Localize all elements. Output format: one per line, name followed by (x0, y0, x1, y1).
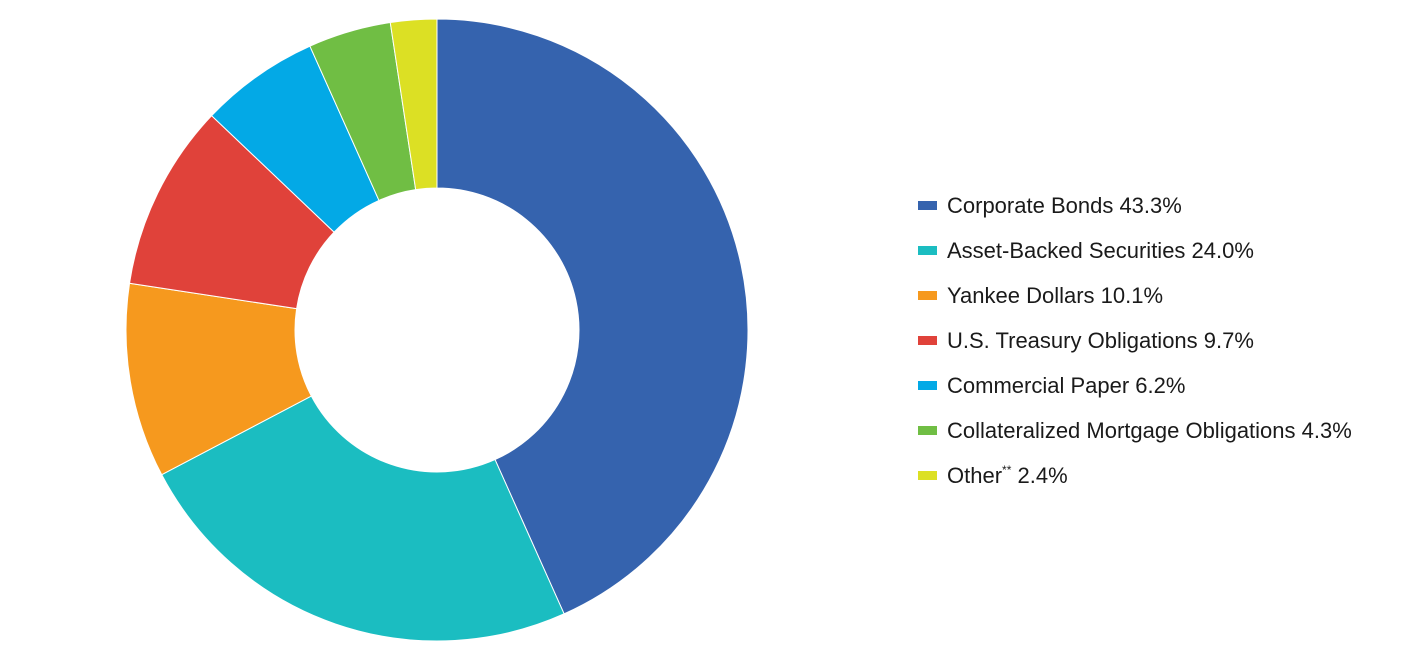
legend-swatch (918, 336, 937, 345)
legend-value: 2.4% (1011, 462, 1068, 488)
legend-category: U.S. Treasury Obligations (947, 327, 1198, 353)
legend-category: Asset-Backed Securities (947, 237, 1186, 263)
legend-item-u-s-treasury-obligations: U.S. Treasury Obligations 9.7% (918, 318, 1352, 363)
legend-swatch (918, 246, 937, 255)
legend-value: 10.1% (1094, 282, 1164, 308)
legend-swatch (918, 426, 937, 435)
legend-label: Collateralized Mortgage Obligations 4.3% (947, 417, 1352, 443)
slice-asset-backed-securities (161, 395, 565, 642)
legend-swatch (918, 291, 937, 300)
legend-label: U.S. Treasury Obligations 9.7% (947, 327, 1254, 353)
legend-value: 4.3% (1295, 417, 1352, 443)
footnote-mark: ** (1002, 462, 1012, 477)
legend-item-asset-backed-securities: Asset-Backed Securities 24.0% (918, 228, 1352, 273)
donut-slices (125, 18, 749, 642)
legend-category: Corporate Bonds (947, 192, 1114, 218)
legend-value: 6.2% (1129, 372, 1186, 398)
chart-legend: Corporate Bonds 43.3% Asset-Backed Securi… (918, 183, 1352, 498)
legend-item-yankee-dollars: Yankee Dollars 10.1% (918, 273, 1352, 318)
legend-label: Commercial Paper 6.2% (947, 372, 1186, 398)
legend-category: Other (947, 462, 1003, 488)
legend-label: Corporate Bonds 43.3% (947, 192, 1182, 218)
legend-category: Collateralized Mortgage Obligations (947, 417, 1296, 443)
legend-value: 43.3% (1113, 192, 1182, 218)
legend-swatch (918, 471, 937, 480)
legend-value: 24.0% (1185, 237, 1254, 263)
legend-label: Yankee Dollars 10.1% (947, 282, 1164, 308)
legend-label: Asset-Backed Securities 24.0% (947, 237, 1254, 263)
donut-chart (125, 18, 749, 642)
legend-item-corporate-bonds: Corporate Bonds 43.3% (918, 183, 1352, 228)
legend-label: Other** 2.4% (947, 462, 1068, 488)
legend-item-collateralized-mortgage-obligations: Collateralized Mortgage Obligations 4.3% (918, 408, 1352, 453)
legend-item-commercial-paper: Commercial Paper 6.2% (918, 363, 1352, 408)
legend-item-other: Other** 2.4% (918, 453, 1352, 498)
slice-other (389, 18, 438, 191)
legend-swatch (918, 201, 937, 210)
legend-swatch (918, 381, 937, 390)
legend-category: Commercial Paper (947, 372, 1130, 398)
legend-value: 9.7% (1197, 327, 1254, 353)
slice-corporate-bonds (436, 18, 749, 615)
legend-category: Yankee Dollars (947, 282, 1095, 308)
